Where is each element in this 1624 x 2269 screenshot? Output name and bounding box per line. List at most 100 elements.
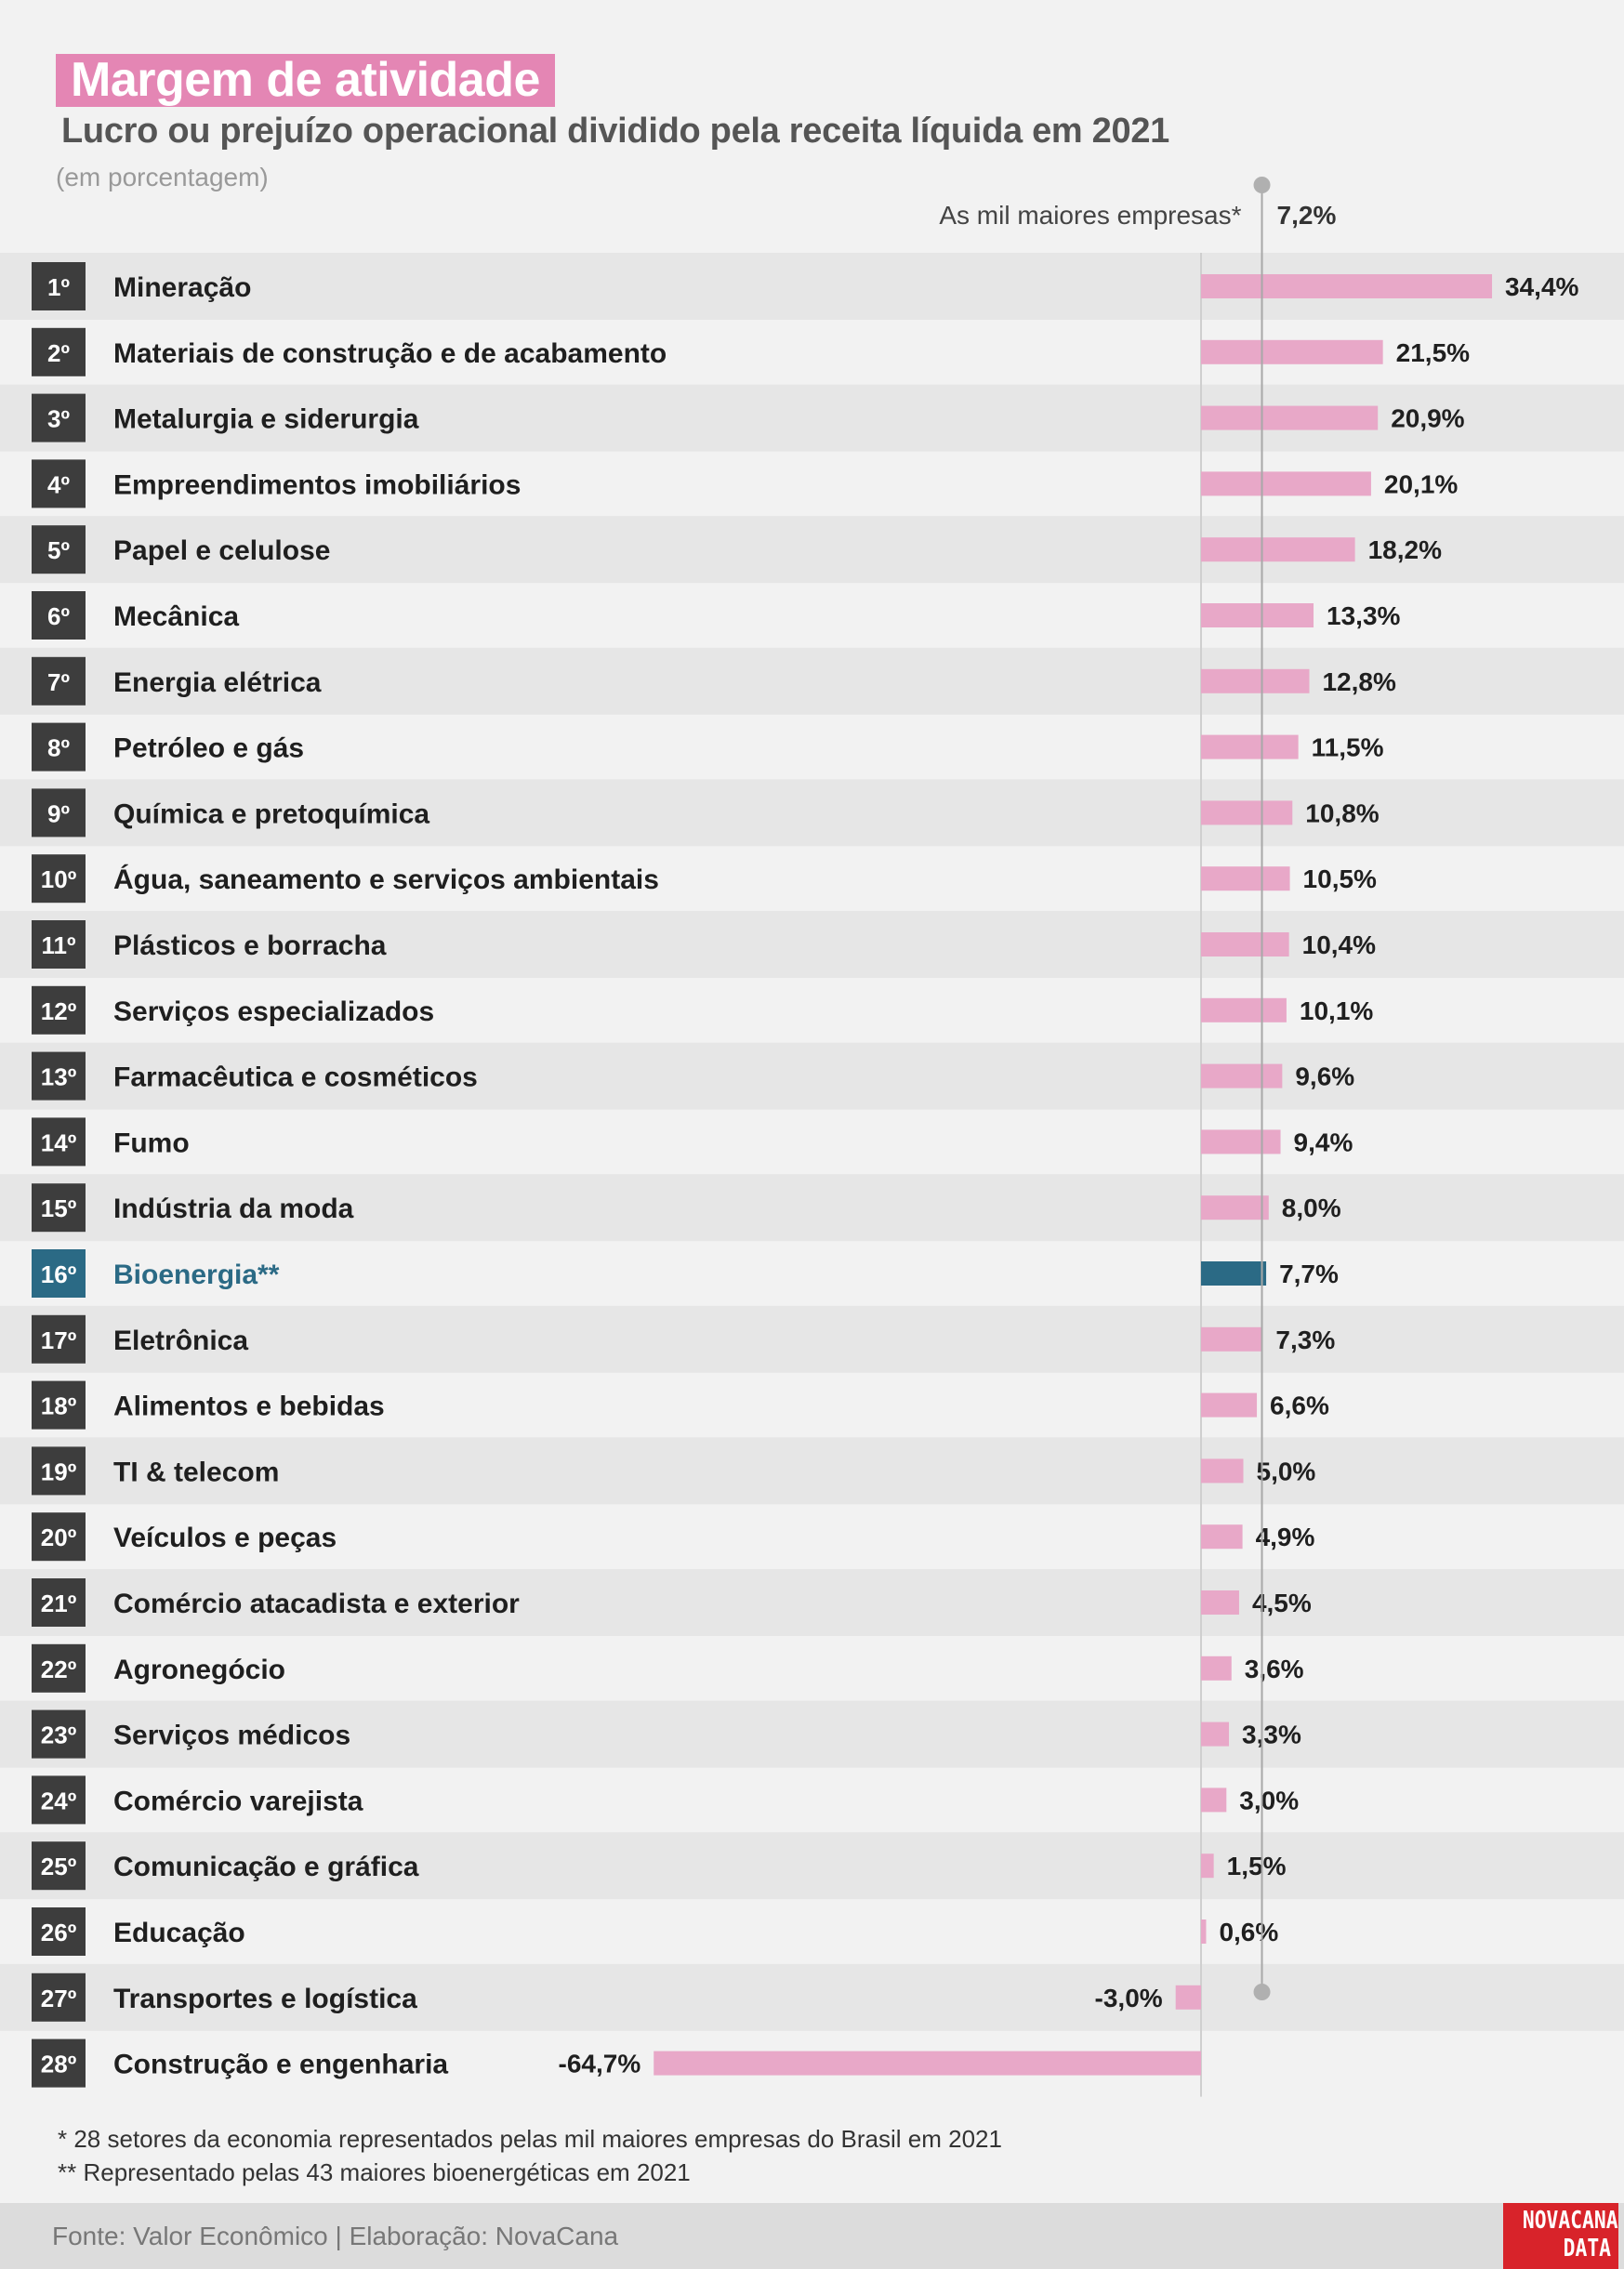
- category-label: Eletrônica: [113, 1326, 248, 1356]
- value-label: 21,5%: [1396, 338, 1470, 367]
- rank-label: 10º: [41, 865, 77, 893]
- chart-title: Margem de atividade: [56, 54, 555, 107]
- value-label: 10,5%: [1303, 864, 1377, 893]
- rank-box: [32, 920, 86, 969]
- value-label: 11,5%: [1312, 733, 1384, 762]
- value-label: 3,6%: [1245, 1655, 1304, 1683]
- category-label: Construção e engenharia: [113, 2050, 448, 2080]
- row-band: [0, 1700, 1624, 1768]
- rank-label: 5º: [47, 536, 70, 564]
- bar: [1201, 997, 1287, 1022]
- rank-label: 1º: [47, 273, 70, 301]
- category-label: Água, saneamento e serviços ambientais: [113, 864, 659, 895]
- category-label: Energia elétrica: [113, 667, 322, 698]
- bar: [1201, 1326, 1263, 1352]
- category-label: Plásticos e borracha: [113, 930, 387, 961]
- rank-box: [32, 1578, 86, 1627]
- bar: [1201, 1656, 1232, 1681]
- rank-label: 2º: [47, 339, 70, 367]
- bar: [1201, 1590, 1239, 1615]
- bar: [1201, 1261, 1267, 1286]
- rank-label: 18º: [41, 1392, 77, 1420]
- category-label: Papel e celulose: [113, 535, 330, 566]
- value-label: 7,7%: [1279, 1260, 1339, 1288]
- footnote-1: * 28 setores da economia representados p…: [58, 2125, 1002, 2153]
- bar-chart: 1º Mineração 34,4% 2º Materiais de construçã…: [0, 177, 1624, 2097]
- logo-line-2: DATA: [1563, 2235, 1611, 2262]
- row-band: [0, 1305, 1624, 1373]
- rank-box: [32, 525, 86, 574]
- bar: [1175, 1985, 1201, 2010]
- rank-label: 4º: [47, 470, 70, 498]
- reference-line-top-dot: [1253, 177, 1271, 193]
- bar: [1201, 1195, 1269, 1220]
- value-label: 9,4%: [1294, 1128, 1353, 1156]
- rank-box: [32, 656, 86, 706]
- rank-box: [32, 2038, 86, 2088]
- reference-line-bottom-dot: [1253, 1984, 1271, 2000]
- rank-box: [32, 1643, 86, 1693]
- bar: [1201, 471, 1371, 496]
- bar: [1201, 734, 1299, 759]
- category-label: Indústria da moda: [113, 1194, 354, 1224]
- row-band: [0, 1437, 1624, 1505]
- rank-box: [32, 1183, 86, 1233]
- value-label: 12,8%: [1322, 667, 1395, 696]
- bar: [1201, 1392, 1258, 1418]
- rank-box: [32, 393, 86, 442]
- value-label: 6,6%: [1270, 1392, 1329, 1420]
- bar: [1201, 932, 1289, 956]
- chart-subtitle: Lucro ou prejuízo operacional dividido p…: [61, 112, 1169, 151]
- value-label: 10,1%: [1300, 996, 1373, 1025]
- row-band: [0, 911, 1624, 978]
- bar: [1201, 800, 1293, 825]
- rank-label: 20º: [41, 1524, 77, 1551]
- bar: [1201, 274, 1493, 298]
- rank-box: [32, 1775, 86, 1825]
- row-band: [0, 1963, 1624, 2031]
- rank-label: 15º: [41, 1194, 77, 1222]
- rank-box: [32, 591, 86, 640]
- rank-box: [32, 1841, 86, 1891]
- rank-label: 19º: [41, 1458, 77, 1485]
- value-label: 10,4%: [1302, 930, 1376, 959]
- unit-note: (em porcentagem): [56, 163, 269, 191]
- rank-box: [32, 1117, 86, 1167]
- rank-box: [32, 1907, 86, 1956]
- rank-label: 21º: [41, 1590, 77, 1617]
- reference-line-label: As mil maiores empresas*: [939, 201, 1241, 230]
- rank-box: [32, 1380, 86, 1430]
- value-label: 4,9%: [1256, 1523, 1315, 1551]
- category-label: TI & telecom: [113, 1457, 279, 1487]
- source-text: Fonte: Valor Econômico | Elaboração: Nov…: [52, 2222, 619, 2250]
- rank-label: 12º: [41, 997, 77, 1025]
- value-label: 18,2%: [1368, 535, 1442, 564]
- novacana-logo: NOVACANA DATA: [1503, 2203, 1618, 2269]
- category-label: Metalurgia e siderurgia: [113, 404, 419, 435]
- category-label: Empreendimentos imobiliários: [113, 469, 521, 500]
- value-label: 20,9%: [1391, 404, 1464, 433]
- rank-box: [32, 1512, 86, 1562]
- rank-box: [32, 327, 86, 376]
- value-label: -64,7%: [559, 2050, 641, 2078]
- row-band: [0, 779, 1624, 847]
- rank-label: 8º: [47, 734, 70, 762]
- rank-label: 26º: [41, 1919, 77, 1946]
- rank-label: 9º: [47, 799, 70, 827]
- bar: [1201, 1787, 1227, 1813]
- bar: [1201, 668, 1310, 693]
- value-label: 9,6%: [1295, 1062, 1354, 1091]
- value-label: 1,5%: [1227, 1852, 1287, 1880]
- rank-box: [32, 985, 86, 1035]
- value-label: 8,0%: [1282, 1194, 1341, 1222]
- rank-box: [32, 1051, 86, 1101]
- row-band: [0, 647, 1624, 715]
- category-label: Farmacêutica e cosméticos: [113, 1062, 478, 1093]
- category-label: Transportes e logística: [113, 1984, 417, 2014]
- reference-line-value: 7,2%: [1277, 201, 1337, 230]
- category-label: Materiais de construção e de acabamento: [113, 338, 667, 369]
- value-label: 3,3%: [1242, 1721, 1301, 1749]
- bar: [1201, 339, 1383, 364]
- rank-box: [32, 788, 86, 838]
- rank-label: 16º: [41, 1260, 77, 1288]
